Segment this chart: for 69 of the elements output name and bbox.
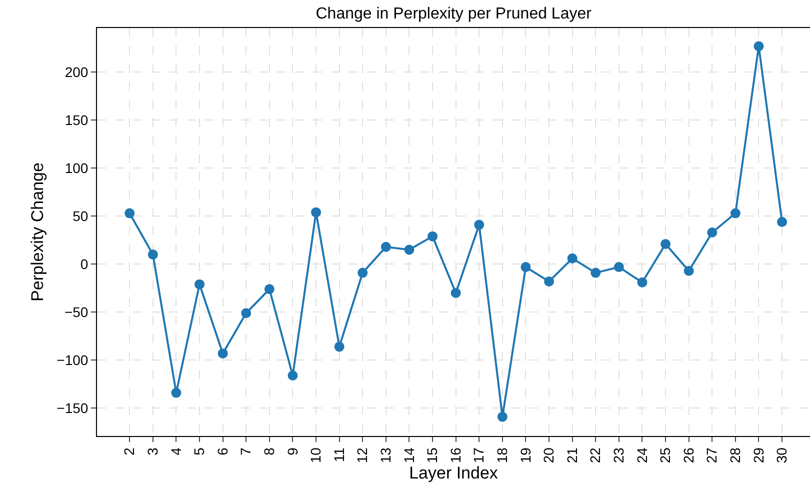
point (590, 268, 601, 278)
x-tick-label: 2 (121, 447, 138, 456)
x-tick-label: 9 (284, 447, 300, 456)
point (730, 208, 740, 218)
point (194, 279, 205, 290)
x-tick-label: 29 (750, 447, 766, 464)
y-tick-label: 200 (64, 64, 88, 80)
x-tick-label: 5 (191, 447, 208, 456)
y-tick-label: −50 (64, 304, 88, 320)
x-tick-label: 30 (774, 447, 790, 464)
point (171, 388, 182, 398)
x-tick-label: 12 (354, 447, 370, 464)
point (520, 262, 531, 272)
x-tick-label: 25 (657, 447, 674, 464)
x-tick-label: 18 (494, 447, 510, 464)
x-tick-label: 4 (168, 447, 184, 456)
x-tick-label: 6 (214, 447, 230, 456)
point (358, 268, 368, 278)
x-tick-label: 20 (540, 447, 557, 464)
chart-title: Change in Perplexity per Pruned Layer (316, 6, 592, 23)
x-tick-label: 3 (144, 447, 160, 456)
point (218, 348, 228, 358)
y-tick-label: 0 (80, 256, 88, 272)
x-tick-label: 15 (424, 447, 440, 464)
point (380, 242, 391, 252)
point (404, 244, 414, 255)
y-tick-label: 100 (64, 160, 88, 176)
point (754, 41, 764, 52)
x-tick-label: 19 (517, 447, 534, 464)
y-axis-title: Perplexity Change (28, 162, 48, 302)
point (567, 253, 578, 264)
point (777, 216, 788, 227)
point (637, 277, 648, 288)
x-tick-label: 17 (470, 447, 487, 464)
point (544, 276, 554, 286)
x-tick-label: 10 (308, 447, 324, 464)
point (334, 342, 344, 352)
point (288, 370, 298, 381)
x-tick-label: 22 (587, 447, 604, 464)
point (311, 207, 322, 218)
y-tick-label: 150 (64, 112, 88, 128)
x-tick-label: 7 (238, 447, 254, 456)
x-tick-label: 8 (260, 447, 277, 456)
x-tick-label: 14 (400, 447, 417, 464)
x-tick-label: 27 (704, 447, 720, 464)
x-tick-label: 13 (377, 447, 394, 464)
x-tick-label: 16 (447, 447, 464, 464)
point (124, 208, 135, 218)
x-tick-label: 21 (564, 447, 580, 464)
point (707, 227, 718, 238)
point (428, 231, 438, 242)
point (474, 220, 484, 230)
x-tick-label: 28 (726, 447, 743, 464)
point (450, 288, 461, 298)
y-tick-label: −150 (56, 400, 88, 416)
point (684, 266, 694, 276)
point (148, 250, 158, 260)
point (614, 262, 624, 272)
point (264, 284, 274, 294)
x-tick-label: 11 (330, 447, 347, 462)
x-tick-label: 24 (634, 447, 650, 464)
x-tick-label: 23 (610, 447, 626, 464)
x-tick-label: 26 (680, 447, 696, 464)
x-axis-title: Layer Index (409, 464, 498, 483)
y-tick-label: −100 (56, 352, 88, 368)
y-tick-label: 50 (72, 208, 88, 224)
point (497, 412, 508, 422)
point (241, 308, 252, 318)
point (660, 239, 671, 249)
